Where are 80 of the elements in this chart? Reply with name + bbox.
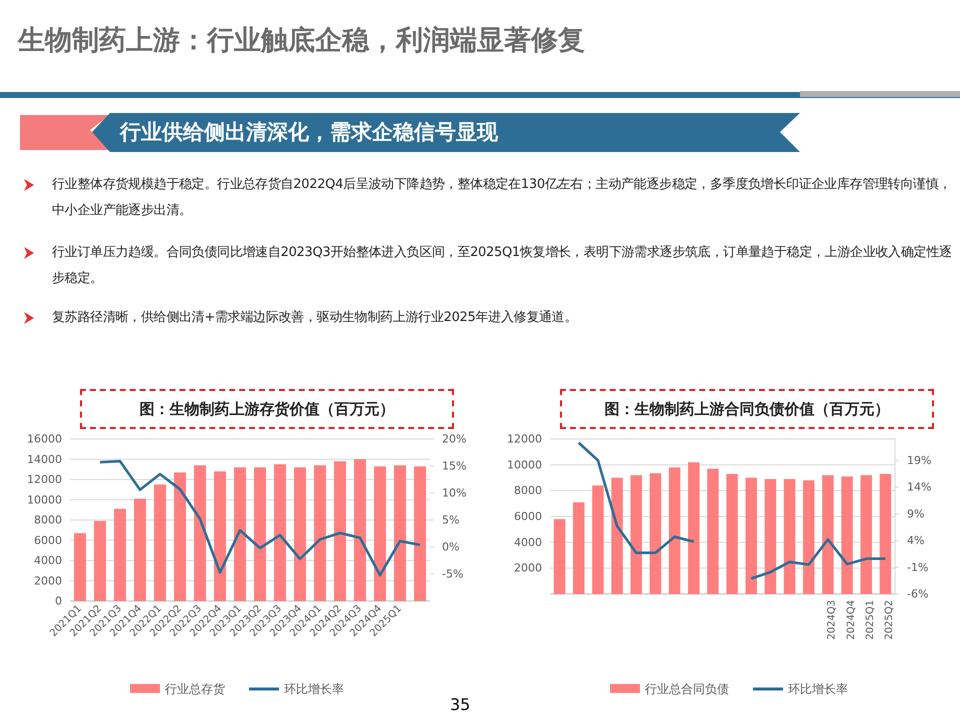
y2-tick-label: 5% [442,514,460,526]
bar [668,467,680,594]
bar [554,519,566,594]
bar [74,533,86,601]
bar [214,471,226,601]
bar [803,480,814,594]
y-tick-label: 16000 [27,432,62,446]
text: 复苏路径清晰，供给侧出清+需求端边际改善，驱动生物制药上游行业2025年进入修复通道。 [51,309,578,327]
y-tick-label: 6000 [514,510,542,523]
bar [784,479,796,594]
bar [630,475,642,594]
bar [294,467,306,601]
x-tick-label: 2025Q1 [864,600,876,640]
bar [194,465,206,601]
y2-tick-label: -1% [907,560,928,574]
bar [234,467,246,601]
bar [573,502,584,594]
legend-label: 环比增长率 [788,682,848,696]
text: 行业订单压力趋缓。合同负债同比增速自2023Q3开始整体进入负区间，至2025Q1恢复增长，表明下游需求逐步筑底，订单量趋于稳定，上游企业收入确定性逐步稳定。 [51,244,953,288]
y2-tick-label: 19% [907,454,932,467]
bar [154,484,166,601]
bar [822,475,834,594]
bar [134,498,146,601]
bar [726,474,738,594]
legend-label: 行业总合同负债 [645,682,729,696]
y2-tick-label: -5% [442,568,464,580]
text: 35 [450,695,470,714]
bar [746,478,757,594]
y2-tick-label: 15% [442,460,466,472]
y-tick-label: 8000 [34,514,62,526]
text: 行业整体存货规模趋于稳定。行业总存货自2022Q4后呈波动下降趋势，整体稳定在130亿左右；主动产能逐步稳定，多季度负增长印证企业库存管理转向谨慎，中小企业产能逐步出清。 [51,176,952,220]
bar [707,468,719,594]
y-tick-label: 8000 [514,484,542,498]
x-tick-label: 2025Q2 [884,600,896,640]
y2-tick-label: 20% [442,432,466,446]
bar [394,465,406,601]
bar [254,467,266,601]
bar [688,462,700,594]
bar [374,466,386,601]
x-tick-label: 2024Q3 [826,600,838,640]
bar [334,461,346,601]
bar [174,472,186,601]
y-tick-label: 0 [55,594,62,608]
y2-tick-label: 14% [907,480,932,494]
bar [764,479,776,594]
chart-title: 图：生物制药上游合同负债价值（百万元） [560,389,934,429]
bar [592,486,604,594]
line-series [98,460,422,576]
legend-label: 行业总存货 [165,682,225,696]
y-tick-label: 4000 [34,554,62,567]
x-tick-label: 2024Q4 [846,600,857,640]
text: 行业供给侧出清深化，需求企稳信号显现 [120,119,498,146]
legend-label: 环比增长率 [284,682,344,696]
y-tick-label: 2000 [34,574,62,588]
y2-tick-label: 9% [907,507,924,520]
y2-tick-label: -6% [907,588,928,600]
bar [274,464,286,601]
text: 生物制药上游：行业触底企稳，利润端显著修复 [18,24,585,58]
bar [414,466,426,601]
y-tick-label: 4000 [514,536,542,549]
y-tick-label: 12000 [27,473,62,486]
bar [880,474,892,594]
bar [94,521,106,601]
y-tick-label: 12000 [507,432,542,446]
y-tick-label: 6000 [34,534,62,547]
y-tick-label: 10000 [27,493,62,506]
chart-title: 图：生物制药上游存货价值（百万元） [80,389,454,429]
bar [354,459,366,601]
bar [650,473,662,594]
bar [841,476,853,594]
y2-tick-label: 0% [442,540,460,554]
bar [611,478,623,594]
y2-tick-label: 4% [907,534,924,548]
y-tick-label: 10000 [507,458,542,472]
bar [314,465,326,601]
y2-tick-label: 10% [442,486,466,500]
y-tick-label: 2000 [514,562,542,575]
bar [114,508,126,601]
y-tick-label: 14000 [27,452,62,466]
bar [860,475,872,594]
